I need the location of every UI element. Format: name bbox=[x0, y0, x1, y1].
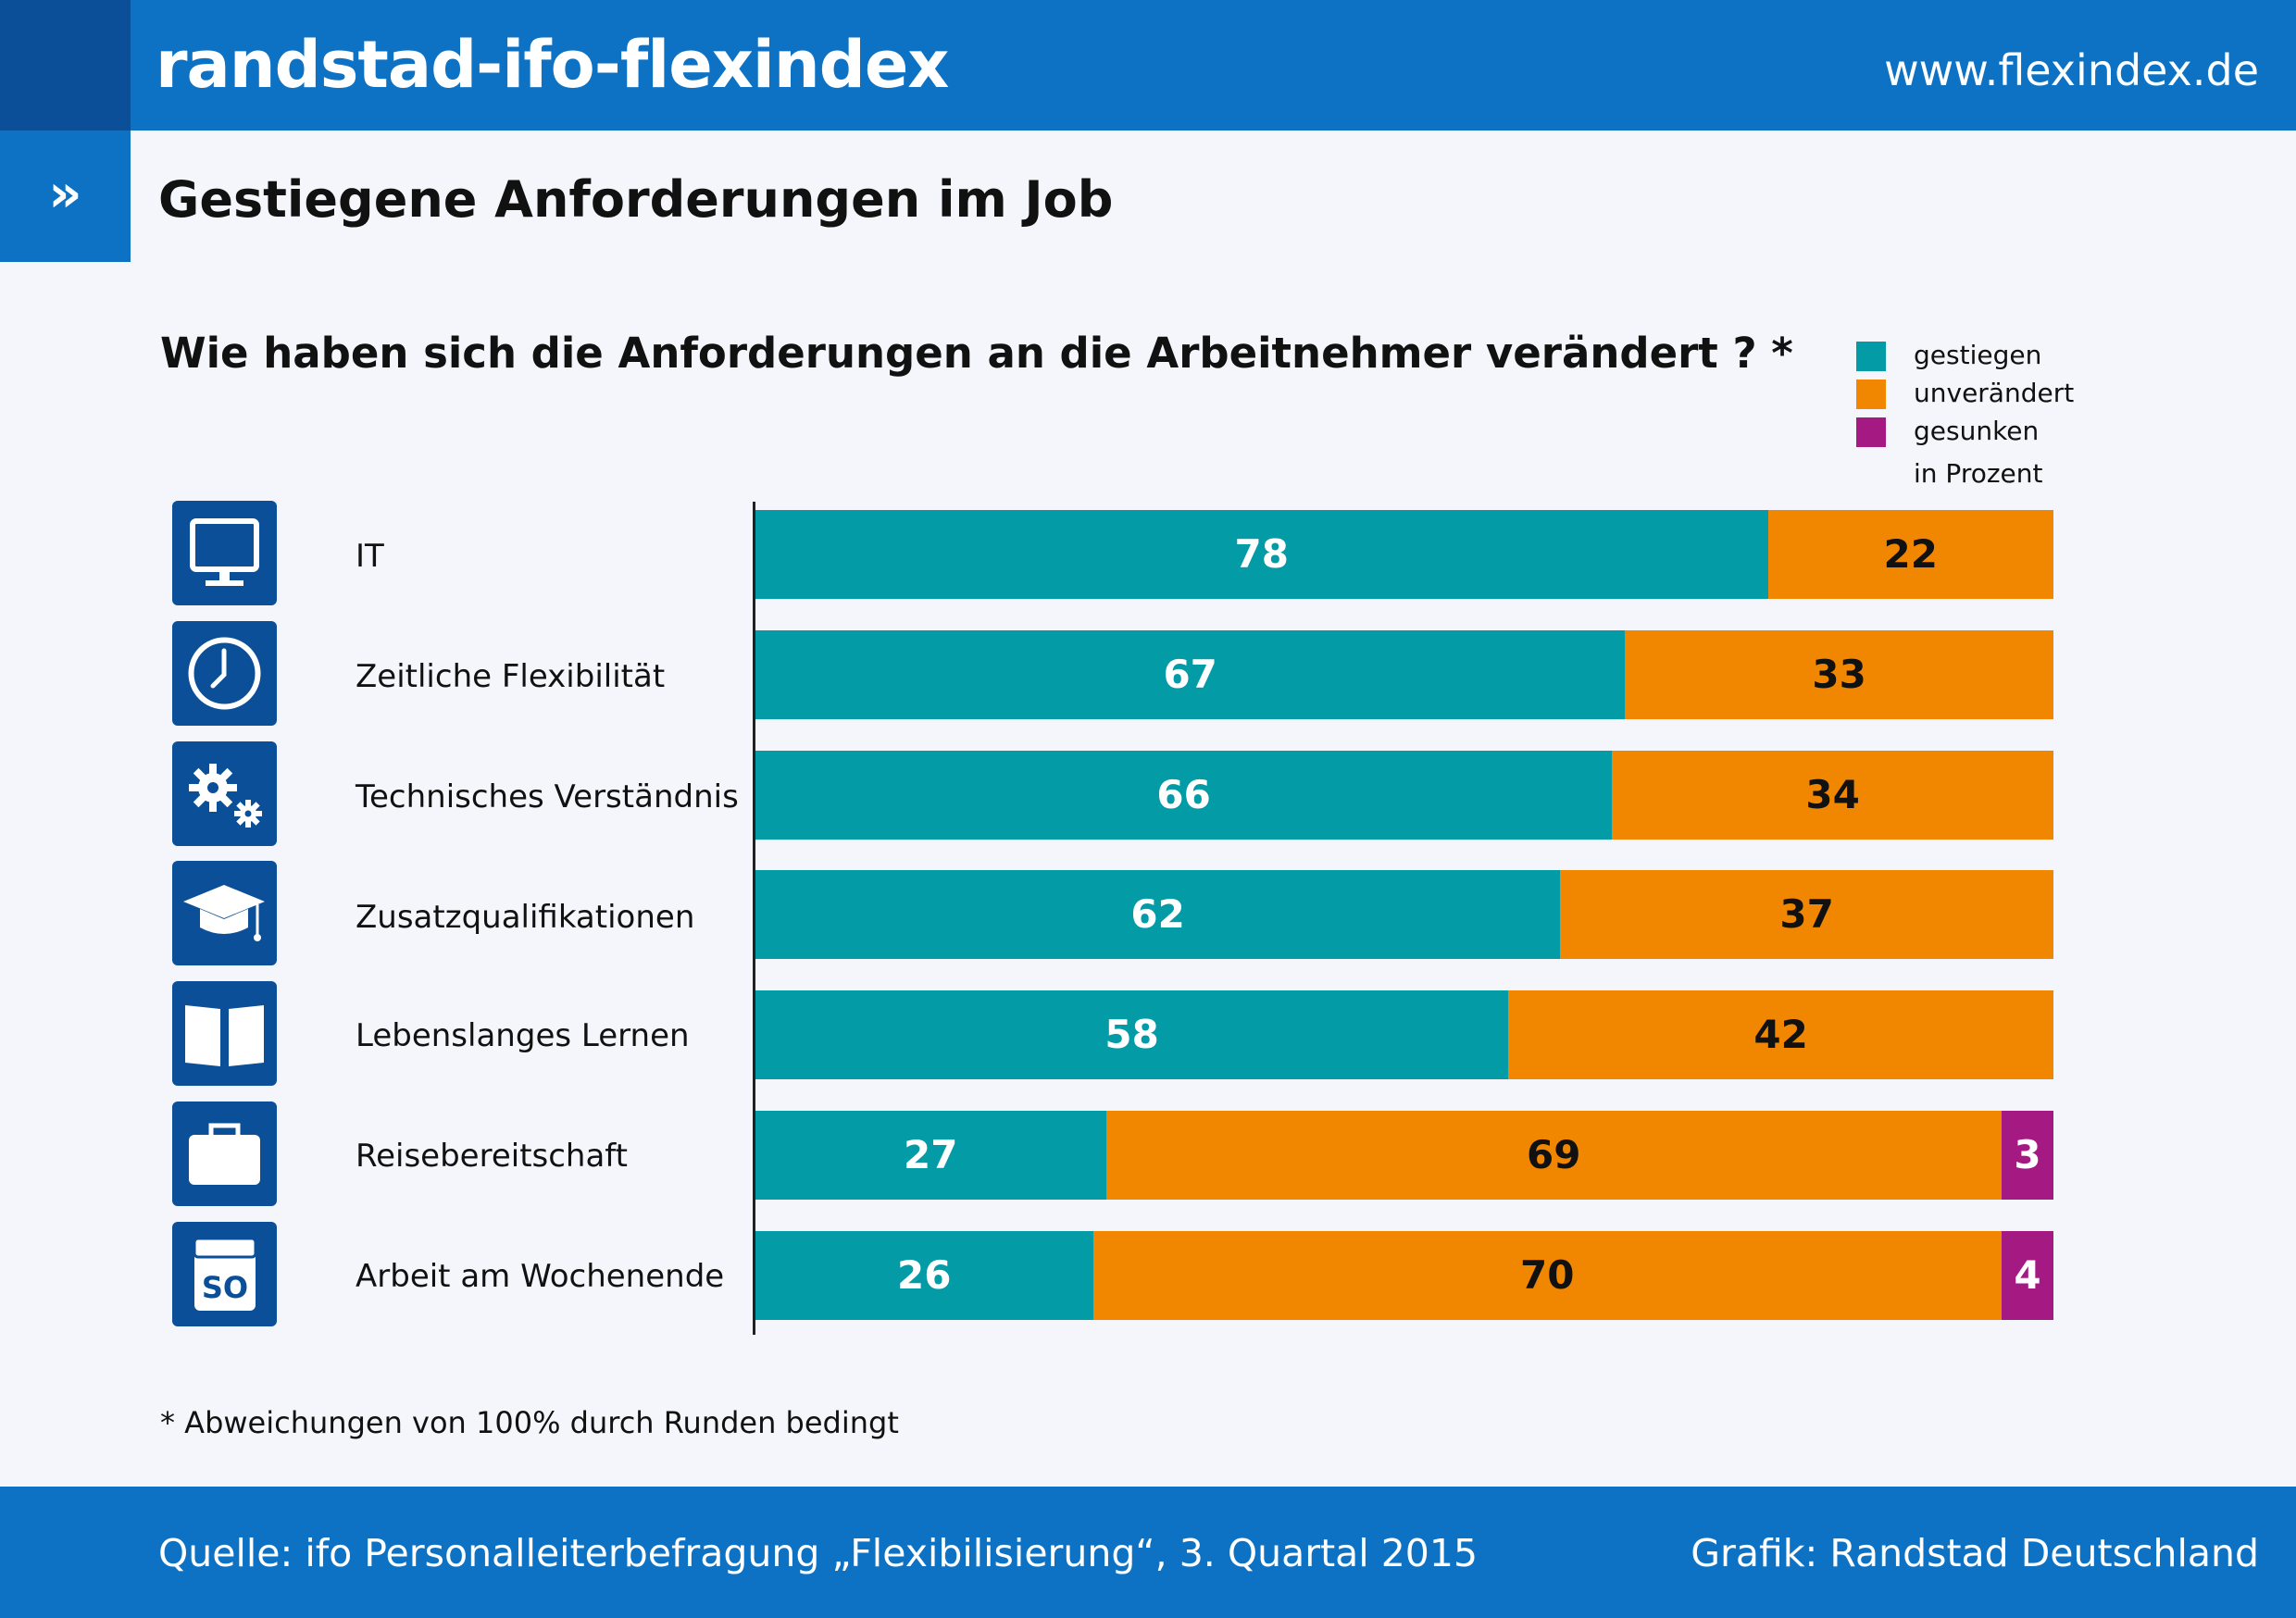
legend-label-gestiegen: gestiegen bbox=[1914, 340, 2042, 370]
category-label: Technisches Verständnis bbox=[356, 778, 739, 815]
bar-segment-gestiegen: 67 bbox=[755, 630, 1626, 719]
bar-segment-unveraendert: 70 bbox=[1092, 1231, 2002, 1320]
bar-segment-gestiegen: 58 bbox=[755, 990, 1509, 1079]
unit-label: in Prozent bbox=[1914, 458, 2043, 489]
category-label: Zusatzqualifikationen bbox=[356, 899, 695, 936]
legend-swatch-unveraendert bbox=[1856, 380, 1886, 409]
header-bar: randstad-ifo-flexindex www.flexindex.de bbox=[0, 0, 2296, 131]
header-corner-block bbox=[0, 0, 131, 131]
bar-segment-gestiegen: 26 bbox=[755, 1231, 1093, 1320]
brand-title: randstad-ifo-flexindex bbox=[156, 27, 949, 103]
legend-label-unveraendert: unverändert bbox=[1914, 378, 2075, 408]
bar-segment-unveraendert: 33 bbox=[1625, 630, 2053, 719]
bar-segment-gesunken: 3 bbox=[2001, 1111, 2053, 1200]
category-label: Lebenslanges Lernen bbox=[356, 1017, 690, 1054]
book-icon bbox=[172, 981, 277, 1086]
legend-swatch-gesunken bbox=[1856, 417, 1886, 447]
bar-segment-gesunken: 4 bbox=[2001, 1231, 2053, 1320]
gears-icon bbox=[172, 741, 277, 846]
legend-item-gesunken: gesunken bbox=[1856, 413, 2097, 450]
bar-segment-gestiegen: 66 bbox=[755, 751, 1613, 840]
monitor-icon bbox=[172, 501, 277, 605]
category-label: Reisebereitschaft bbox=[356, 1138, 629, 1175]
bar-segment-unveraendert: 69 bbox=[1105, 1111, 2002, 1200]
category-label: Zeitliche Flexibilität bbox=[356, 658, 666, 695]
website-link[interactable]: www.flexindex.de bbox=[1884, 45, 2259, 95]
legend-label-gesunken: gesunken bbox=[1914, 416, 2040, 446]
bar-segment-unveraendert: 42 bbox=[1508, 990, 2053, 1079]
footer-bar: Quelle: ifo Personalleiterbefragung „Fle… bbox=[0, 1487, 2296, 1618]
legend-item-gestiegen: gestiegen bbox=[1856, 337, 2097, 374]
svg-text:SO: SO bbox=[202, 1270, 248, 1305]
sunday-so-icon: SO bbox=[172, 1222, 277, 1326]
legend-swatch-gestiegen bbox=[1856, 342, 1886, 371]
bar-segment-gestiegen: 27 bbox=[755, 1111, 1106, 1200]
category-axis-line bbox=[753, 502, 755, 1335]
double-chevron-icon: » bbox=[0, 131, 131, 262]
bar-segment-unveraendert: 37 bbox=[1560, 870, 2053, 959]
footnote: * Abweichungen von 100% durch Runden bed… bbox=[160, 1405, 899, 1440]
bar-segment-gestiegen: 78 bbox=[755, 510, 1768, 599]
graphic-credit: Grafik: Randstad Deutschland bbox=[1691, 1531, 2259, 1575]
bar-segment-unveraendert: 22 bbox=[1767, 510, 2053, 599]
page-title: Gestiegene Anforderungen im Job bbox=[158, 170, 1114, 229]
bar-segment-unveraendert: 34 bbox=[1612, 751, 2053, 840]
category-label: IT bbox=[356, 538, 384, 575]
legend-item-unveraendert: unverändert bbox=[1856, 375, 2097, 412]
bar-segment-gestiegen: 62 bbox=[755, 870, 1561, 959]
chart-title: Wie haben sich die Anforderungen an die … bbox=[160, 329, 1793, 378]
graduation-cap-icon bbox=[172, 861, 277, 965]
clock-icon bbox=[172, 621, 277, 726]
source-note: Quelle: ifo Personalleiterbefragung „Fle… bbox=[158, 1531, 1479, 1575]
category-label: Arbeit am Wochenende bbox=[356, 1258, 725, 1295]
briefcase-icon bbox=[172, 1101, 277, 1206]
